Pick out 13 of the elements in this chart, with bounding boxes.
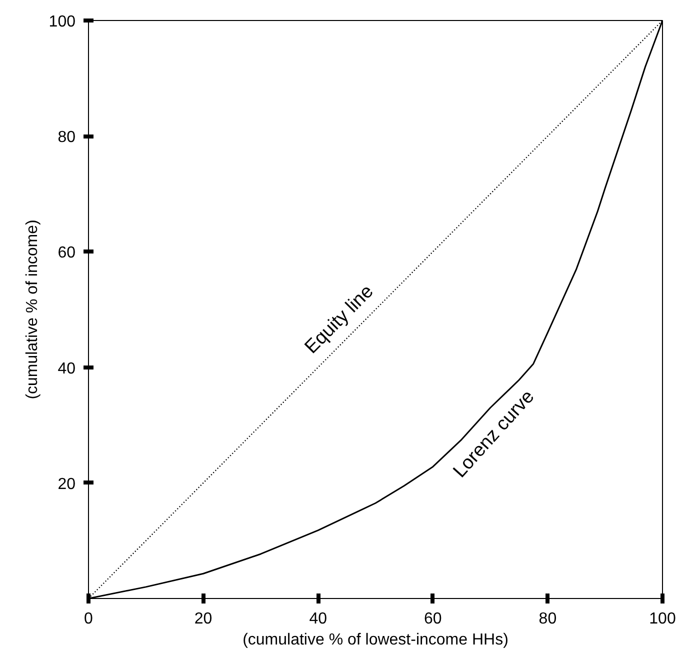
x-tick-label: 100	[649, 610, 676, 628]
y-tick-label: 60	[58, 244, 76, 262]
y-tick-label: 80	[58, 129, 76, 146]
x-tick-label: 20	[194, 610, 212, 628]
y-tick-label: 40	[58, 360, 76, 378]
x-axis-title: (cumulative % of lowest-income HHs)	[242, 632, 508, 648]
x-tick-label: 60	[424, 610, 442, 628]
x-tick-label: 0	[84, 610, 94, 628]
y-axis-title: (cumulative % of income)	[24, 220, 41, 400]
x-tick-label: 40	[309, 610, 328, 628]
x-tick-label: 80	[538, 610, 557, 628]
y-tick-label: 20	[58, 476, 76, 493]
y-tick-label: 100	[48, 14, 76, 30]
